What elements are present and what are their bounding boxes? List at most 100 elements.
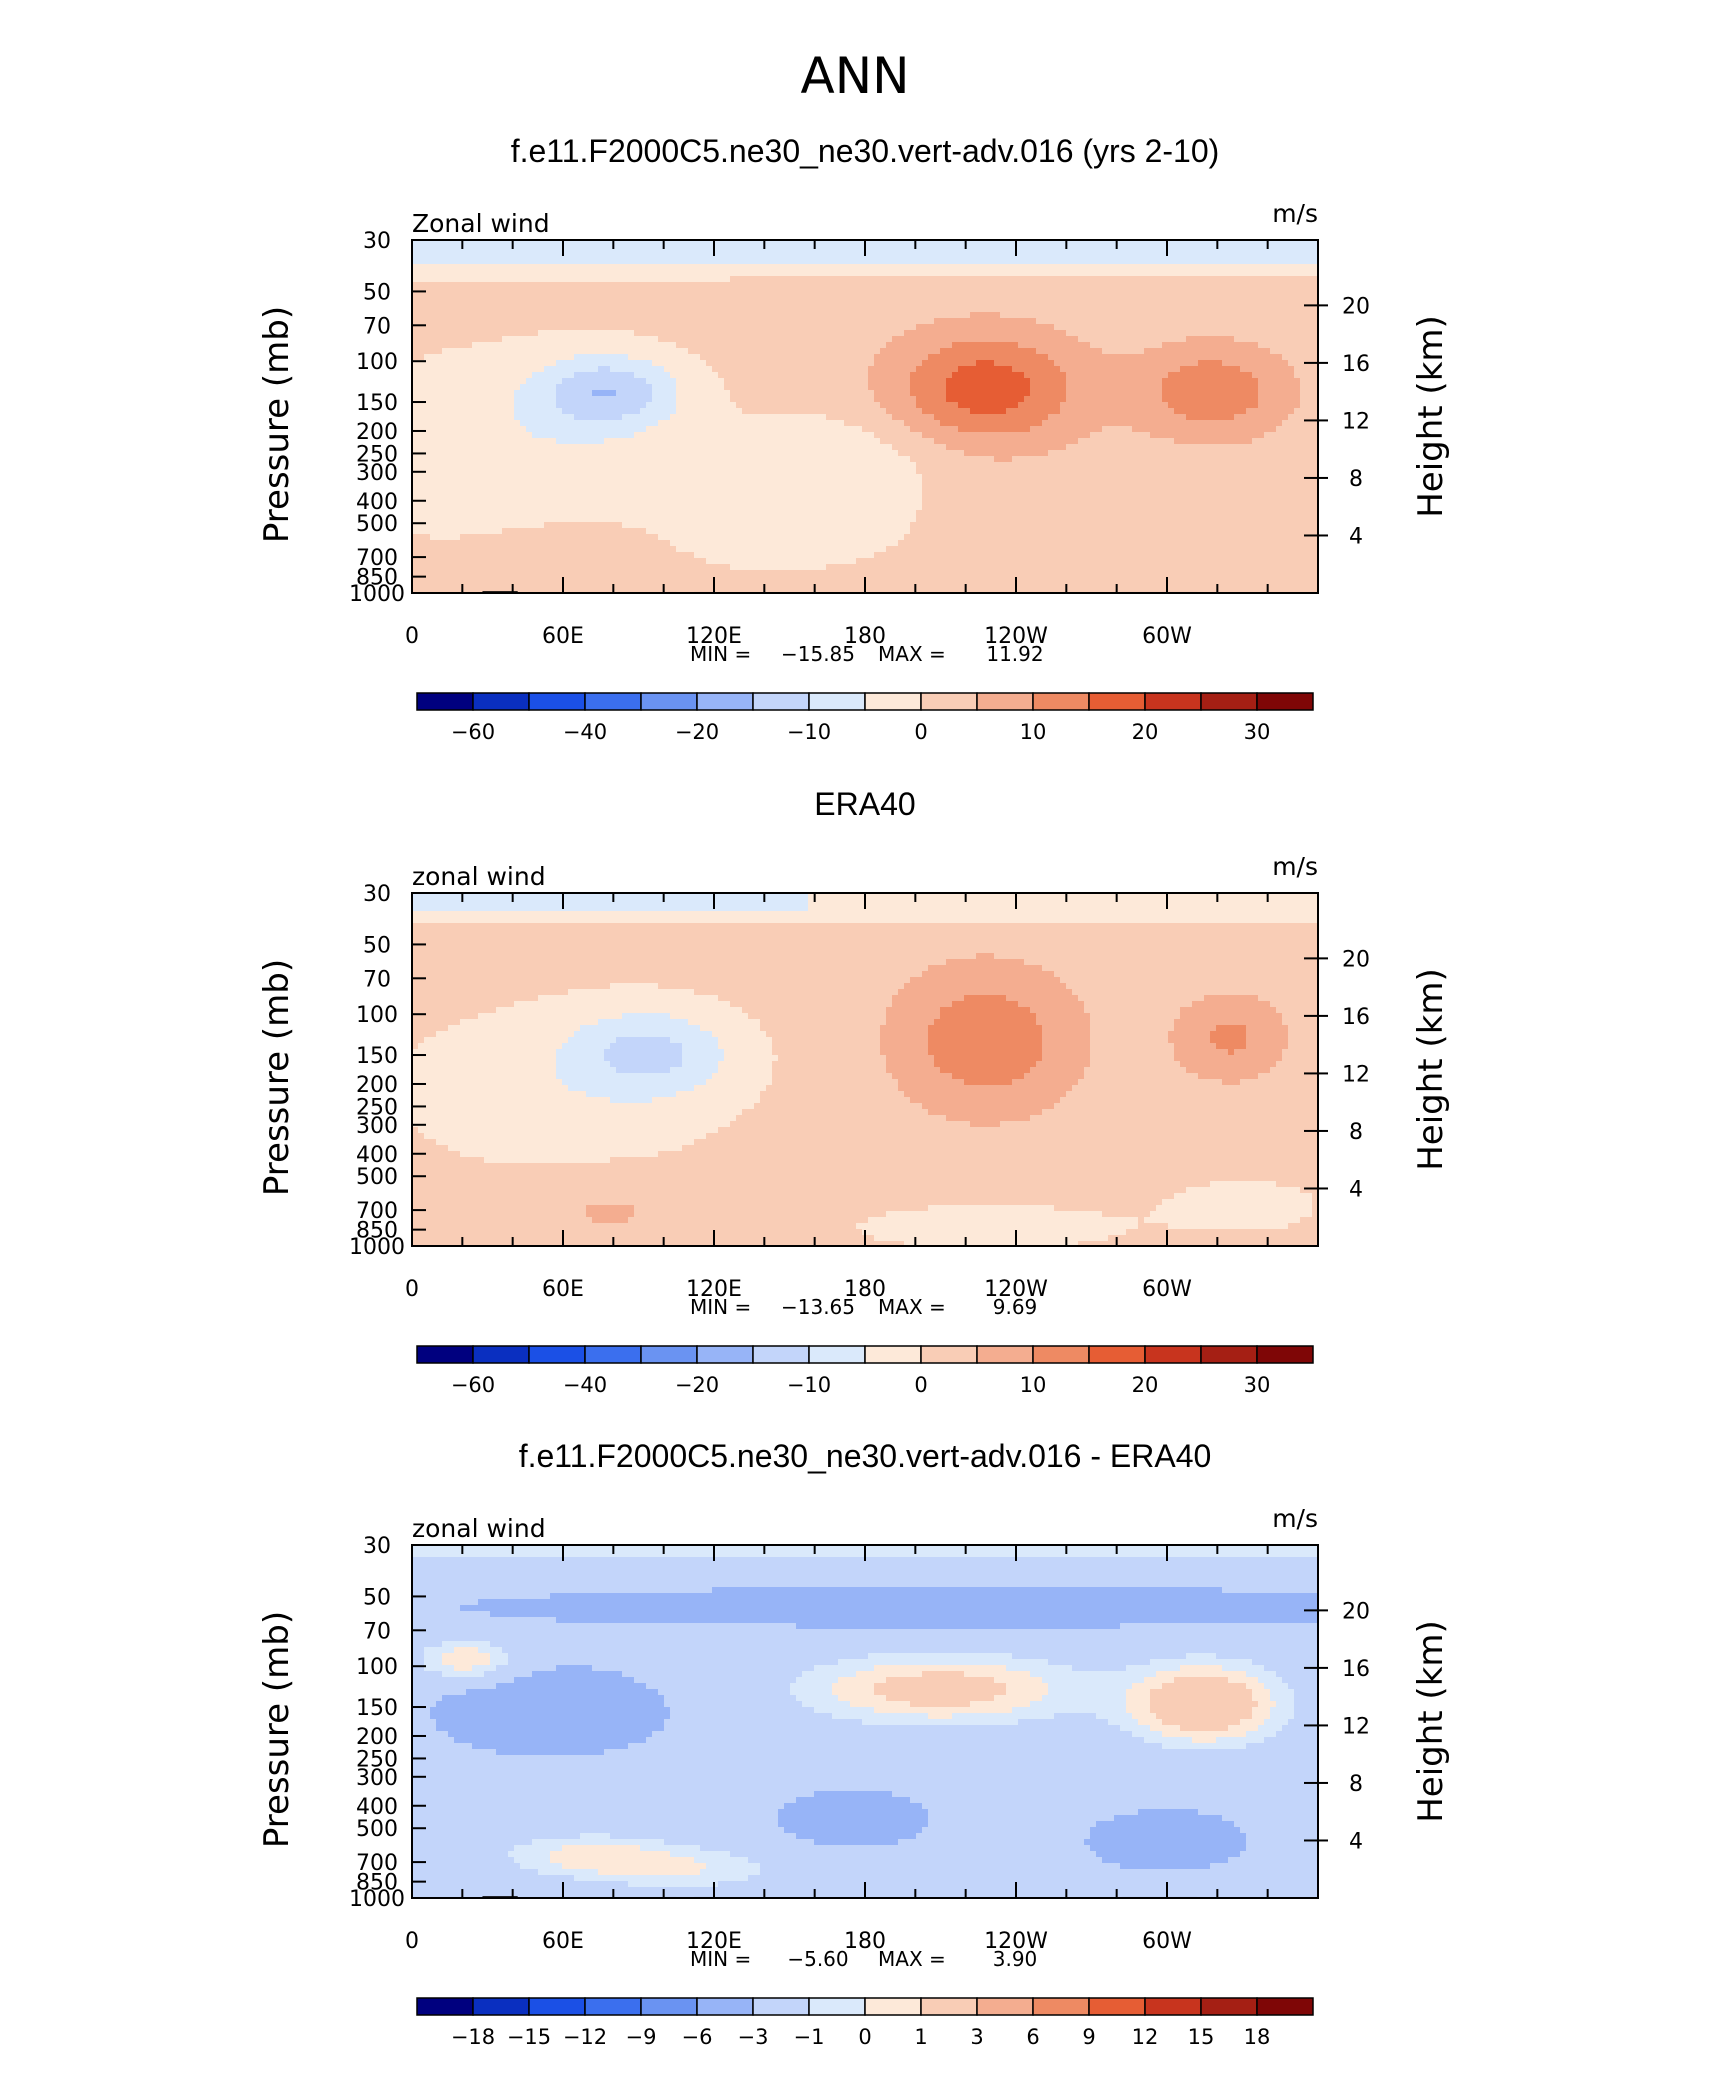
field-cell	[850, 414, 857, 421]
field-cell	[526, 462, 533, 469]
field-cell	[646, 348, 653, 355]
field-cell	[682, 534, 689, 541]
field-cell	[628, 558, 635, 565]
field-cell	[682, 378, 689, 385]
field-cell	[640, 318, 647, 325]
field-cell	[814, 468, 821, 475]
field-cell	[652, 270, 659, 277]
field-cell	[736, 276, 743, 283]
field-cell	[538, 438, 545, 445]
field-cell	[466, 444, 473, 451]
field-cell	[436, 300, 443, 307]
field-cell	[820, 324, 827, 331]
field-cell	[694, 420, 701, 427]
field-cell	[748, 330, 755, 337]
field-cell	[898, 540, 905, 547]
field-cell	[838, 336, 845, 343]
field-cell	[784, 252, 791, 259]
field-cell	[724, 528, 731, 535]
field-cell	[772, 288, 779, 295]
field-cell	[436, 270, 443, 277]
field-cell	[850, 294, 857, 301]
field-cell	[826, 414, 833, 421]
field-cell	[598, 432, 605, 439]
field-cell	[898, 426, 905, 433]
field-cell	[796, 576, 803, 583]
field-cell	[814, 324, 821, 331]
field-cell	[700, 252, 707, 259]
field-cell	[784, 498, 791, 505]
field-cell	[526, 504, 533, 511]
field-cell	[826, 468, 833, 475]
field-cell	[628, 264, 635, 271]
field-cell	[898, 384, 905, 391]
field-cell	[622, 396, 629, 403]
field-cell	[556, 480, 563, 487]
field-cell	[772, 408, 779, 415]
field-cell	[460, 552, 467, 559]
field-cell	[598, 246, 605, 253]
field-cell	[748, 492, 755, 499]
field-cell	[472, 552, 479, 559]
field-cell	[556, 246, 563, 253]
field-cell	[850, 462, 857, 469]
field-cell	[502, 510, 509, 517]
field-cell	[880, 432, 887, 439]
field-cell	[700, 498, 707, 505]
field-cell	[766, 474, 773, 481]
field-cell	[574, 318, 581, 325]
field-cell	[496, 522, 503, 529]
field-cell	[628, 468, 635, 475]
field-cell	[904, 282, 911, 289]
field-cell	[724, 402, 731, 409]
field-cell	[916, 336, 923, 343]
field-cell	[910, 510, 917, 517]
field-cell	[538, 420, 545, 427]
field-cell	[532, 378, 539, 385]
field-cell	[790, 288, 797, 295]
field-cell	[472, 582, 479, 589]
field-cell	[484, 306, 491, 313]
field-cell	[556, 474, 563, 481]
field-cell	[868, 366, 875, 373]
field-cell	[874, 582, 881, 589]
field-cell	[436, 336, 443, 343]
field-cell	[808, 348, 815, 355]
field-cell	[598, 336, 605, 343]
field-cell	[496, 252, 503, 259]
field-cell	[832, 480, 839, 487]
field-cell	[430, 534, 437, 541]
field-cell	[556, 342, 563, 349]
field-cell	[466, 300, 473, 307]
field-cell	[472, 444, 479, 451]
field-cell	[538, 282, 545, 289]
field-cell	[898, 468, 905, 475]
field-cell	[604, 354, 611, 361]
field-cell	[598, 498, 605, 505]
field-cell	[472, 480, 479, 487]
field-cell	[550, 552, 557, 559]
field-cell	[448, 456, 455, 463]
field-cell	[760, 276, 767, 283]
field-cell	[478, 360, 485, 367]
field-cell	[874, 294, 881, 301]
field-cell	[748, 498, 755, 505]
field-cell	[910, 534, 917, 541]
field-cell	[556, 378, 563, 385]
field-cell	[712, 462, 719, 469]
field-cell	[718, 582, 725, 589]
field-cell	[448, 492, 455, 499]
field-cell	[706, 522, 713, 529]
field-cell	[586, 528, 593, 535]
field-cell	[616, 390, 623, 397]
field-cell	[814, 258, 821, 265]
field-cell	[598, 360, 605, 367]
field-cell	[466, 510, 473, 517]
field-cell	[784, 552, 791, 559]
field-cell	[688, 426, 695, 433]
field-cell	[880, 264, 887, 271]
field-cell	[418, 366, 425, 373]
field-cell	[628, 504, 635, 511]
field-cell	[466, 276, 473, 283]
field-cell	[598, 288, 605, 295]
